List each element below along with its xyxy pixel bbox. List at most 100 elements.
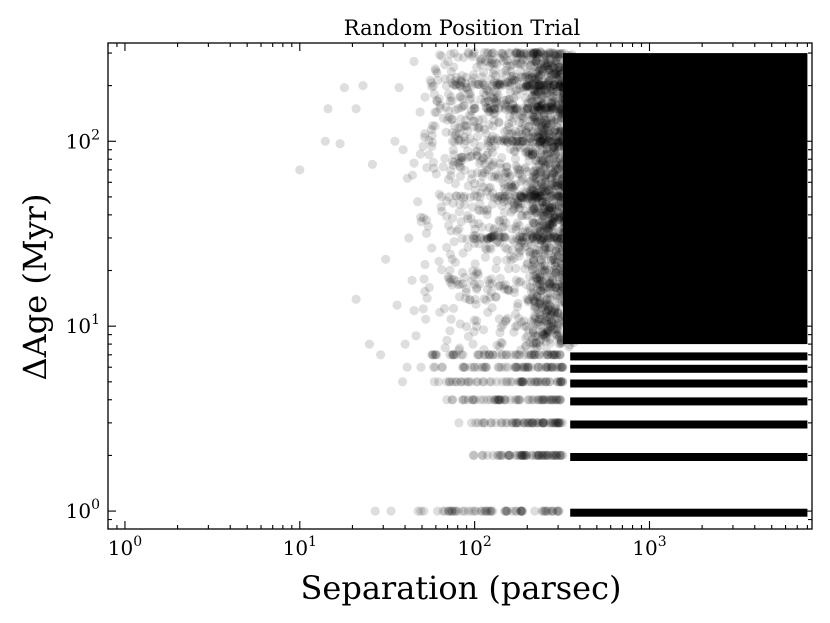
data-point: [545, 338, 555, 348]
data-point: [467, 81, 477, 91]
data-point: [543, 299, 553, 309]
data-point: [521, 280, 531, 290]
data-point: [513, 200, 523, 210]
data-point: [527, 96, 537, 106]
data-point: [487, 279, 497, 289]
data-point: [522, 450, 532, 460]
data-point: [505, 103, 515, 113]
data-point: [432, 68, 442, 78]
data-point: [457, 233, 467, 244]
data-point: [569, 232, 580, 243]
data-point: [545, 277, 555, 287]
data-point: [569, 125, 579, 135]
data-point: [561, 147, 571, 157]
data-point: [537, 327, 547, 337]
data-point: [461, 284, 471, 294]
data-point: [536, 122, 547, 132]
data-point: [548, 273, 558, 283]
data-point: [509, 75, 520, 85]
data-point: [456, 102, 466, 113]
data-point: [529, 184, 539, 194]
data-point: [455, 92, 465, 102]
data-point: [564, 62, 574, 72]
data-point: [538, 418, 548, 428]
data-point: [525, 247, 535, 257]
data-point: [547, 309, 557, 319]
data-point: [477, 362, 487, 372]
data-point: [545, 192, 555, 202]
data-point: [529, 75, 539, 85]
data-point: [424, 135, 434, 145]
data-point: [548, 213, 559, 223]
data-point: [553, 116, 563, 126]
data-point: [548, 226, 558, 237]
data-point: [541, 131, 551, 141]
data-point: [550, 63, 560, 73]
data-point: [486, 105, 496, 115]
data-point: [472, 350, 483, 360]
data-point: [486, 418, 496, 428]
data-point: [527, 198, 537, 208]
data-point: [456, 191, 466, 201]
data-point: [536, 63, 546, 73]
data-point: [550, 203, 560, 213]
data-point: [547, 101, 557, 111]
data-point: [488, 93, 498, 103]
data-point: [472, 191, 482, 202]
data-point: [554, 54, 565, 64]
data-point: [552, 232, 562, 242]
data-point: [563, 173, 573, 183]
data-point: [462, 234, 472, 244]
data-point: [501, 255, 512, 265]
data-point: [502, 506, 512, 516]
data-point: [544, 185, 554, 195]
data-point: [526, 362, 537, 372]
data-point: [545, 48, 556, 58]
data-point: [512, 321, 522, 331]
data-point: [549, 239, 559, 249]
data-point: [531, 56, 541, 66]
data-point: [514, 220, 524, 230]
data-point: [565, 138, 575, 148]
data-point: [554, 201, 564, 211]
data-point: [555, 395, 565, 405]
data-point: [441, 211, 452, 221]
data-point: [533, 304, 543, 315]
data-point: [518, 113, 528, 123]
data-point: [553, 418, 564, 428]
data-point: [392, 300, 402, 310]
data-point: [476, 60, 486, 70]
data-point: [534, 450, 544, 460]
data-point: [517, 172, 527, 182]
data-point: [466, 377, 476, 387]
data-point: [564, 144, 574, 154]
data-point: [428, 157, 438, 167]
data-point: [534, 72, 544, 83]
data-point: [511, 49, 521, 59]
data-point: [517, 450, 527, 460]
data-point: [534, 65, 544, 76]
data-point: [541, 221, 552, 231]
data-point: [545, 65, 555, 75]
data-point: [515, 49, 525, 59]
data-point: [517, 506, 527, 516]
data-point: [549, 97, 560, 107]
data-point: [486, 102, 496, 113]
data-point: [484, 120, 494, 130]
data-point: [541, 238, 552, 248]
data-point: [552, 377, 563, 387]
data-point: [519, 103, 529, 113]
data-point: [551, 246, 561, 257]
data-point: [510, 56, 521, 66]
data-point: [503, 77, 514, 87]
data-point: [547, 200, 557, 210]
data-point: [524, 80, 534, 90]
data-point: [488, 231, 498, 241]
data-point: [517, 506, 527, 516]
data-point: [568, 203, 579, 213]
data-point: [563, 250, 574, 260]
data-point: [529, 48, 539, 58]
data-point: [535, 47, 545, 57]
data-point: [508, 71, 519, 81]
data-point: [526, 350, 537, 360]
